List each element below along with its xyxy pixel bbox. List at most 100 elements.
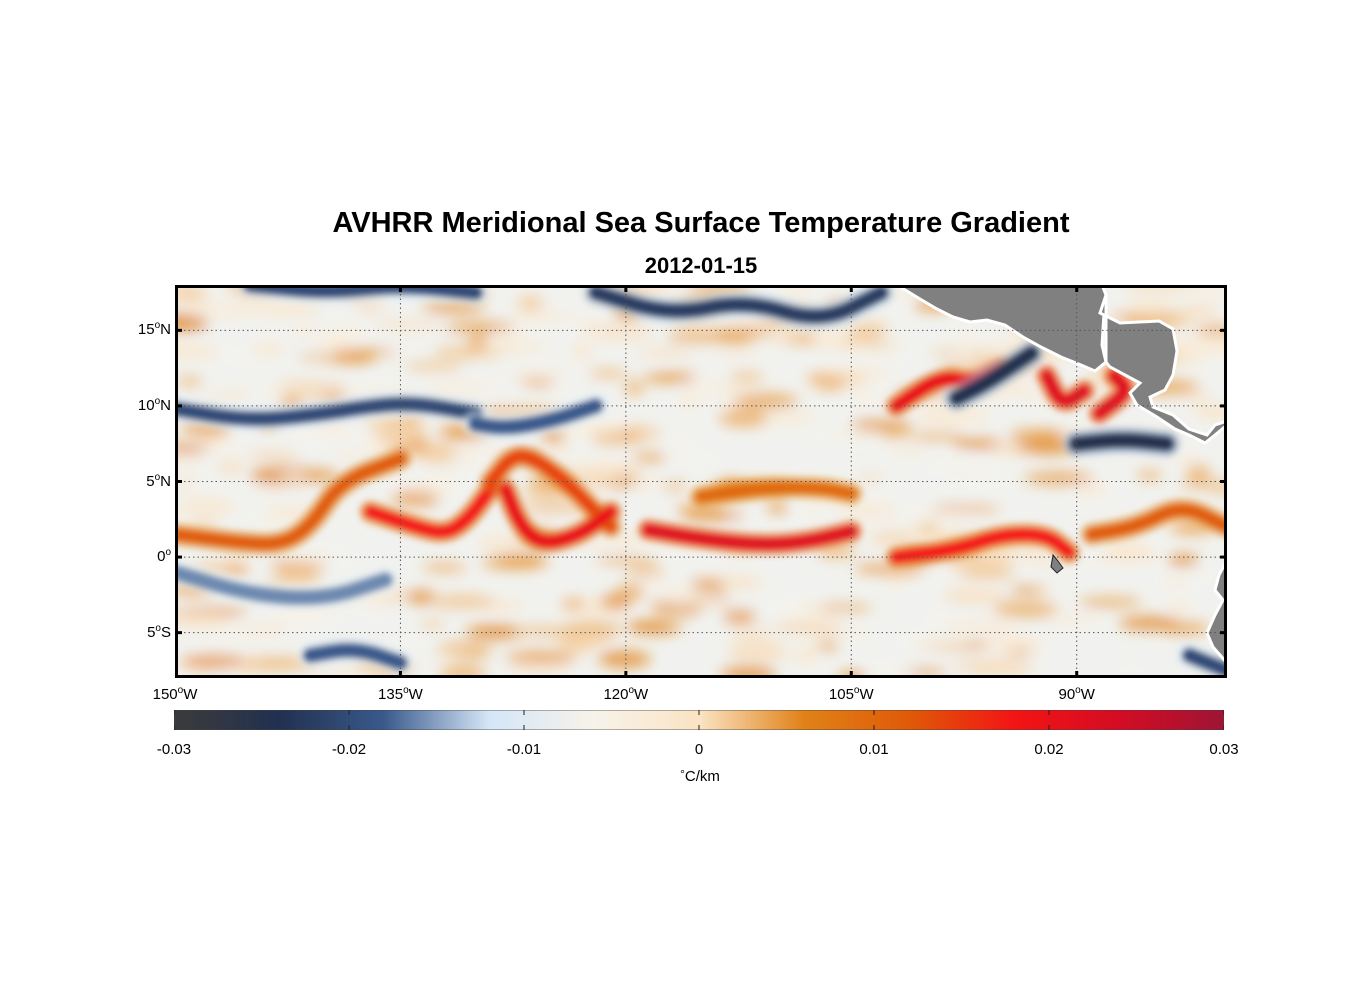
- gradient-texture-blob: [635, 349, 696, 357]
- gradient-texture-blob: [631, 453, 667, 463]
- gradient-texture-blob: [623, 380, 645, 396]
- latitude-tick-label-hemisphere: N: [160, 472, 171, 490]
- gradient-texture-blob: [176, 499, 236, 514]
- gradient-texture-blob: [241, 656, 310, 670]
- gradient-texture-blob: [399, 636, 420, 650]
- gradient-texture-blob: [907, 432, 966, 441]
- gradient-texture-blob: [375, 320, 445, 330]
- gradient-texture-blob: [662, 482, 687, 490]
- negative-front: [949, 345, 1040, 406]
- negative-front: [468, 398, 604, 435]
- colorbar-tick-label: -0.02: [331, 741, 367, 758]
- latitude-tick-label-value: 5: [146, 472, 155, 490]
- gradient-texture-blob: [710, 349, 760, 356]
- gradient-texture-blob: [673, 324, 718, 337]
- negative-front: [175, 564, 393, 606]
- gradient-texture-blob: [951, 651, 995, 661]
- gradient-texture-blob: [1136, 469, 1163, 482]
- gradient-texture-blob: [334, 348, 398, 356]
- colorbar-tick-label: 0.01: [859, 741, 889, 758]
- gradient-texture-blob: [781, 600, 825, 614]
- gradient-texture-blob: [836, 502, 899, 520]
- gradient-texture-blob: [422, 562, 467, 573]
- gradient-texture-blob: [521, 502, 588, 514]
- gradient-texture-blob: [718, 409, 768, 427]
- gradient-texture-blob: [1078, 597, 1142, 607]
- central-america-isthmus: [1098, 294, 1227, 445]
- degree-mark: o: [154, 471, 161, 483]
- positive-front: [500, 483, 617, 548]
- degree-mark: o: [177, 685, 184, 696]
- positive-front: [642, 524, 857, 550]
- longitude-tick-label-value: 105: [828, 686, 854, 703]
- positive-front: [485, 450, 617, 533]
- colorbar-tick-label: -0.03: [156, 741, 192, 758]
- gradient-texture-blob: [1076, 480, 1108, 499]
- south-america-land: [1205, 559, 1227, 666]
- gradient-texture-blob: [404, 361, 465, 371]
- gradient-texture-blob: [728, 629, 775, 640]
- gradient-texture-blob: [505, 651, 576, 665]
- gradient-texture-blob: [253, 486, 287, 493]
- gradient-texture-blob: [841, 342, 908, 356]
- latitude-tick-label-value: 0: [157, 548, 166, 566]
- gradient-texture-blob: [1168, 554, 1199, 566]
- gradient-texture-blob: [468, 334, 489, 348]
- gradient-texture-blob: [571, 343, 593, 360]
- gradient-texture-blob: [718, 330, 755, 345]
- gradient-texture-blob: [661, 594, 723, 606]
- positive-front: [890, 528, 1075, 563]
- gradient-texture-blob: [792, 646, 820, 663]
- gradient-texture-blob: [429, 595, 495, 608]
- gradient-texture-blob: [1019, 440, 1076, 455]
- gradient-texture-blob: [175, 289, 212, 305]
- gradient-texture-blob: [726, 643, 789, 661]
- gradient-texture-blob: [220, 550, 252, 565]
- gradient-texture-blob: [700, 376, 724, 384]
- gradient-texture-blob: [465, 624, 523, 640]
- gradient-texture-blob: [948, 465, 975, 481]
- gradient-texture-blob: [175, 344, 218, 358]
- longitude-tick-label: 150oW: [140, 686, 210, 704]
- gradient-texture-blob: [677, 393, 701, 408]
- gradient-texture-blob: [517, 294, 544, 312]
- longitude-tick-label: 120oW: [591, 686, 661, 704]
- gradient-texture-blob: [1209, 489, 1227, 496]
- gradient-texture-blob: [588, 369, 628, 378]
- gradient-texture-blob: [849, 321, 890, 337]
- gradient-texture-blob: [206, 391, 254, 399]
- gradient-texture-blob: [917, 523, 940, 533]
- gradient-texture-blob: [689, 579, 726, 590]
- degree-mark: o: [154, 395, 161, 407]
- gradient-texture-blob: [1009, 429, 1074, 441]
- longitude-tick-label-value: 90: [1058, 686, 1076, 703]
- gradient-texture-blob: [954, 587, 1002, 604]
- colorbar-unit-text: C/km: [684, 768, 720, 785]
- gradient-texture-blob: [722, 610, 757, 624]
- gradient-texture-blob: [1185, 464, 1211, 482]
- gradient-texture-blob: [1170, 452, 1201, 465]
- gradient-texture-blob: [929, 506, 1001, 513]
- colorbar-tick-label: 0.02: [1034, 741, 1064, 758]
- gradient-texture-blob: [1093, 551, 1163, 562]
- gradient-texture-blob: [354, 303, 386, 312]
- longitude-tick-label-hemisphere: W: [634, 686, 649, 703]
- gradient-texture-blob: [952, 352, 977, 366]
- gradient-texture-blob: [1184, 393, 1211, 402]
- gradient-texture-blob: [948, 553, 1015, 571]
- map-subtitle: 2012-01-15: [644, 253, 758, 278]
- latitude-tick-label: 5oS: [111, 623, 171, 642]
- gradient-texture-blob: [617, 534, 639, 543]
- gradient-texture-blob: [816, 336, 838, 346]
- gradient-texture-blob: [228, 355, 266, 362]
- gradient-texture-blob: [279, 550, 347, 564]
- negative-front: [1069, 432, 1175, 452]
- gradient-texture-blob: [481, 554, 548, 570]
- gradient-texture-blob: [391, 491, 440, 507]
- gradient-texture-blob: [215, 461, 245, 473]
- latitude-tick-label-hemisphere: N: [160, 321, 171, 339]
- gradient-texture-blob: [729, 519, 753, 532]
- gradient-texture-blob: [298, 353, 363, 361]
- gradient-texture-blob: [965, 661, 1035, 676]
- latitude-tick-label: 0o: [111, 548, 171, 566]
